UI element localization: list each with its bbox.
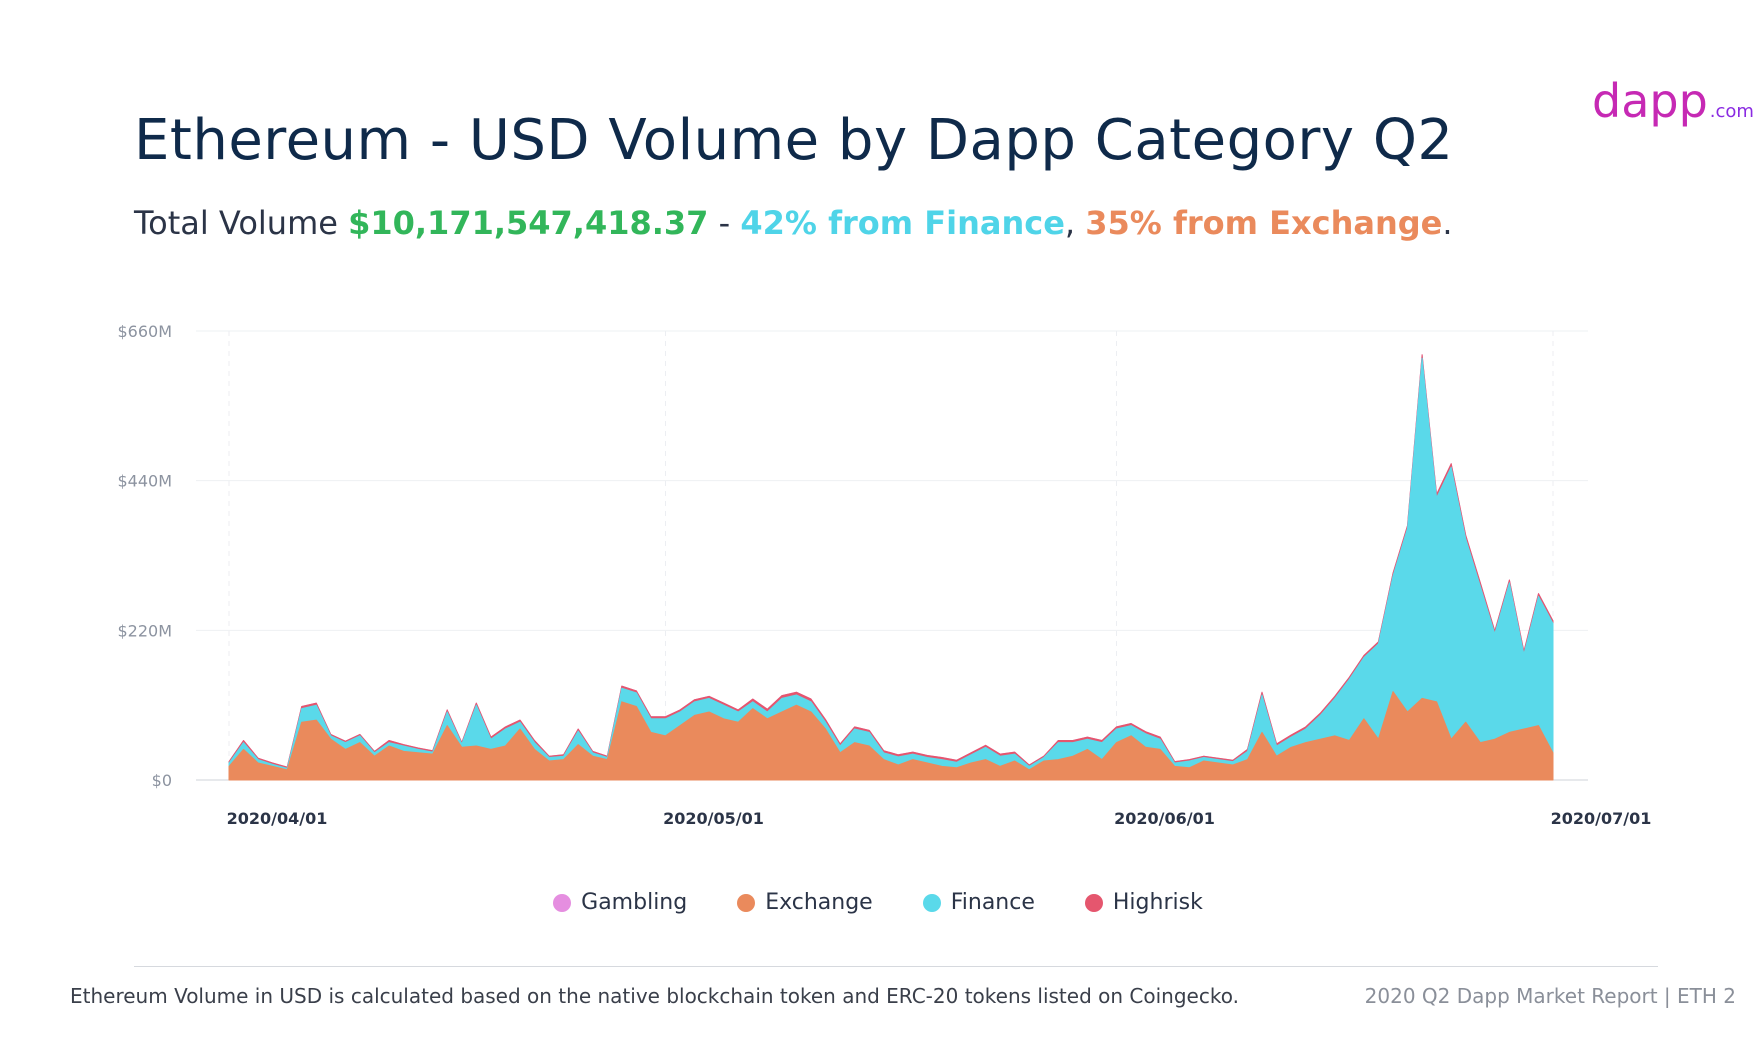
legend-item-exchange[interactable]: Exchange: [737, 890, 873, 915]
area-series-exchange: [228, 691, 1554, 781]
legend-label-finance: Finance: [950, 890, 1035, 915]
y-tick-label: $220M: [117, 621, 172, 640]
y-tick-label: $0: [152, 771, 172, 790]
y-tick-label: $440M: [117, 472, 172, 491]
subtitle-period: .: [1442, 204, 1453, 242]
legend-item-gambling[interactable]: Gambling: [553, 890, 687, 915]
x-tick-label: 2020/05/01: [663, 809, 764, 828]
logo-suffix: .com: [1709, 101, 1754, 122]
subtitle-comma: ,: [1064, 204, 1086, 242]
legend-label-exchange: Exchange: [765, 890, 873, 915]
dapp-logo: dapp .com: [1592, 74, 1754, 128]
logo-main: dapp: [1592, 74, 1708, 128]
report-label: 2020 Q2 Dapp Market Report | ETH 2: [1364, 984, 1736, 1008]
legend-item-highrisk[interactable]: Highrisk: [1084, 890, 1203, 915]
legend-label-highrisk: Highrisk: [1112, 890, 1203, 915]
legend-dot-exchange: [737, 893, 756, 912]
footnote: Ethereum Volume in USD is calculated bas…: [70, 984, 1239, 1008]
x-tick-label: 2020/07/01: [1551, 809, 1652, 828]
footer-divider: [134, 966, 1658, 967]
legend-dot-highrisk: [1084, 893, 1103, 912]
subtitle: Total Volume $10,171,547,418.37 - 42% fr…: [134, 204, 1453, 242]
y-tick-label: $660M: [117, 322, 172, 341]
x-tick-label: 2020/04/01: [227, 809, 328, 828]
area-series-finance: [228, 357, 1554, 771]
page-title: Ethereum - USD Volume by Dapp Category Q…: [134, 108, 1454, 173]
legend-item-finance[interactable]: Finance: [922, 890, 1035, 915]
exchange-share: 35% from Exchange: [1085, 204, 1443, 242]
subtitle-dash: -: [708, 204, 741, 242]
legend-dot-finance: [922, 893, 941, 912]
subtitle-prefix: Total Volume: [134, 204, 349, 242]
finance-share: 42% from Finance: [740, 204, 1065, 242]
legend-dot-gambling: [553, 893, 572, 912]
legend-label-gambling: Gambling: [581, 890, 688, 915]
total-volume-value: $10,171,547,418.37: [348, 204, 709, 242]
x-tick-label: 2020/06/01: [1114, 809, 1215, 828]
chart-legend: Gambling Exchange Finance Highrisk: [0, 890, 1756, 915]
